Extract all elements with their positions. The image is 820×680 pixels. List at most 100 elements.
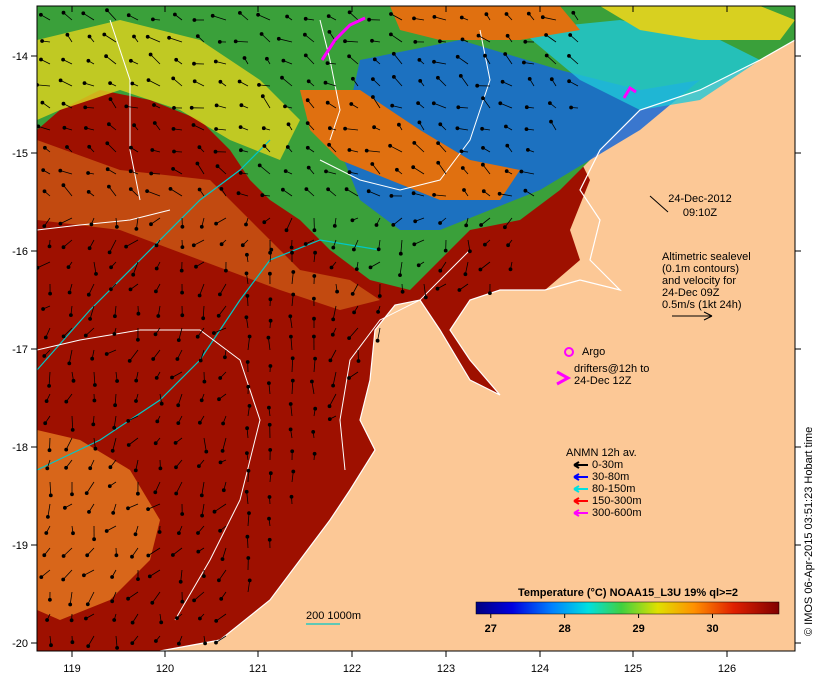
- velocity-arrow-head: [416, 263, 421, 268]
- velocity-arrow: [504, 53, 513, 65]
- credit-text: © IMOS 06-Apr-2015 03:51:23 Hobart time: [803, 427, 815, 636]
- velocity-arrow-head: [171, 167, 176, 171]
- velocity-arrow: [478, 35, 491, 43]
- velocity-arrow: [247, 580, 251, 593]
- velocity-arrow-head: [366, 189, 371, 194]
- lat-tick-label: -15: [12, 148, 28, 160]
- velocity-arrow: [437, 77, 447, 87]
- velocity-arrow-head: [265, 56, 269, 61]
- velocity-arrow-head: [347, 376, 351, 380]
- velocity-arrow-head: [488, 291, 492, 296]
- velocity-arrow-head: [58, 78, 63, 83]
- velocity-arrow: [222, 547, 227, 560]
- velocity-arrow-head: [127, 359, 132, 363]
- velocity-arrow: [218, 569, 227, 581]
- velocity-arrow-head: [86, 190, 91, 194]
- velocity-arrow-head: [291, 292, 296, 297]
- anmn-arrowhead-icon: [573, 497, 580, 505]
- velocity-arrow-head: [306, 79, 311, 84]
- velocity-arrow-head: [146, 78, 151, 82]
- velocity-arrow-head: [431, 101, 436, 106]
- velocity-arrow-head: [178, 579, 183, 584]
- velocity-arrow: [105, 55, 117, 65]
- velocity-arrow: [371, 163, 381, 175]
- velocity-arrow-head: [153, 332, 158, 337]
- velocity-arrow-head: [132, 123, 137, 128]
- velocity-arrow-head: [245, 294, 250, 298]
- velocity-arrow-head: [198, 420, 202, 425]
- velocity-arrow-head: [176, 403, 181, 408]
- velocity-arrow-head: [266, 335, 271, 340]
- velocity-arrow-head: [303, 53, 308, 58]
- velocity-arrow-head: [390, 103, 395, 108]
- velocity-arrow-head: [247, 578, 252, 583]
- velocity-arrow-head: [244, 489, 249, 494]
- velocity-arrow-head: [47, 384, 51, 388]
- velocity-arrow-head: [128, 169, 133, 174]
- velocity-arrow-head: [214, 103, 219, 108]
- velocity-arrow-head: [391, 51, 396, 56]
- velocity-arrow-head: [104, 352, 109, 356]
- velocity-arrow-head: [438, 221, 443, 225]
- velocity-arrow-head: [107, 250, 112, 255]
- velocity-arrow-head: [195, 334, 200, 339]
- velocity-arrow-head: [63, 505, 67, 510]
- velocity-arrow: [63, 327, 73, 337]
- velocity-arrow-head: [154, 376, 159, 380]
- velocity-arrow-head: [568, 33, 573, 37]
- velocity-arrow-head: [268, 271, 272, 276]
- velocity-arrow-head: [347, 336, 352, 341]
- velocity-arrow-head: [220, 449, 225, 453]
- velocity-arrow-head: [237, 79, 242, 84]
- velocity-arrow-head: [89, 222, 94, 227]
- velocity-arrow: [60, 170, 73, 175]
- velocity-arrow-head: [214, 221, 219, 226]
- velocity-arrow-head: [456, 105, 461, 110]
- velocity-arrow-head: [115, 225, 119, 229]
- velocity-arrow-head: [105, 141, 110, 146]
- map-plot: [37, 6, 795, 651]
- velocity-arrow-head: [498, 101, 503, 106]
- velocity-arrow-head: [61, 10, 66, 15]
- velocity-arrow-head: [42, 189, 47, 194]
- velocity-arrow-head: [173, 12, 177, 17]
- sealevel-contour-2: [37, 329, 261, 621]
- velocity-arrow-head: [245, 252, 249, 257]
- velocity-arrow-head: [303, 16, 308, 21]
- velocity-arrow-head: [202, 574, 206, 578]
- velocity-arrow-head: [479, 223, 484, 227]
- velocity-arrow-head: [417, 58, 422, 62]
- velocity-arrow: [71, 415, 74, 430]
- velocity-arrow-head: [218, 460, 223, 465]
- velocity-arrow: [214, 503, 227, 513]
- altimetry-legend: Altimetric sealevel (0.1m contours) and …: [662, 251, 751, 321]
- velocity-arrow: [480, 261, 491, 270]
- velocity-arrow-head: [192, 18, 197, 22]
- velocity-arrow-head: [312, 451, 317, 456]
- velocity-arrow-head: [412, 141, 417, 145]
- velocity-arrow-head: [108, 97, 113, 101]
- velocity-arrow-head: [47, 448, 52, 453]
- velocity-arrow-head: [109, 287, 113, 292]
- velocity-arrow-head: [351, 76, 355, 81]
- velocity-arrow: [38, 126, 51, 131]
- velocity-arrow-head: [111, 511, 116, 515]
- velocity-arrow-head: [523, 39, 528, 44]
- velocity-arrow: [482, 164, 491, 175]
- lon-tick-label: 123: [437, 663, 455, 675]
- velocity-arrow-head: [150, 600, 155, 605]
- velocity-arrow-head: [328, 126, 332, 131]
- velocity-arrow-head: [112, 425, 117, 430]
- velocity-arrow: [201, 503, 205, 516]
- velocity-arrow-head: [39, 575, 44, 579]
- velocity-arrow-head: [147, 574, 152, 579]
- velocity-arrow: [172, 78, 183, 87]
- velocity-arrow-head: [436, 75, 440, 80]
- velocity-arrow-head: [177, 531, 181, 535]
- velocity-arrow-head: [398, 251, 403, 256]
- velocity-arrow: [177, 393, 183, 406]
- velocity-arrow-head: [432, 59, 436, 64]
- velocity-arrow: [332, 305, 337, 320]
- velocity-arrow: [217, 165, 227, 175]
- velocity-arrow-head: [259, 32, 264, 36]
